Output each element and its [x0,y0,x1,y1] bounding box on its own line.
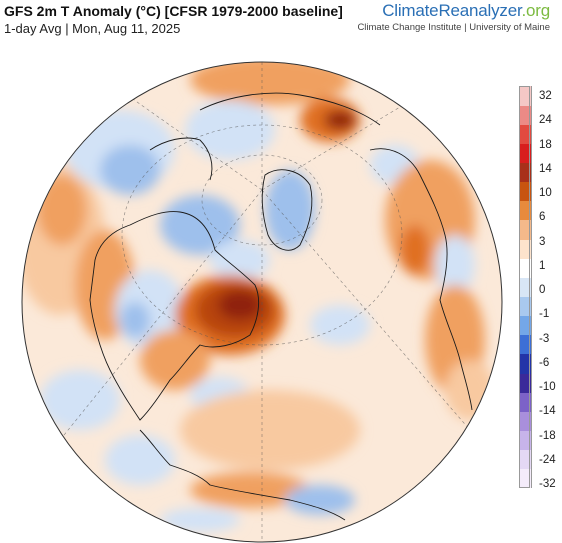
legend-tick-label: 6 [539,211,546,224]
legend-tick-label: 24 [539,114,552,127]
color-legend: 32 24 18 14 10 6 3 1 0 -1 -3 -6 -10 -14 -18 -24 -32 [519,86,562,490]
anomaly-region [285,485,355,515]
legend-tick-label: 10 [539,187,552,199]
anomaly-region [160,508,240,532]
anomaly-region [324,110,356,130]
anomaly-region [140,330,210,390]
anomaly-region [185,100,275,160]
brand-part-org: .org [521,1,551,20]
legend-tick-label: -3 [539,332,550,345]
map-title: GFS 2m T Anomaly (°C) [CFSR 1979-2000 ba… [4,3,343,19]
anomaly-region [210,240,270,280]
brand-part-climate: Climate [382,1,439,20]
anomaly-region [218,290,262,320]
brand-affiliation: Climate Change Institute | University of… [357,22,550,33]
brand-logo[interactable]: ClimateReanalyzer.org [382,1,550,21]
legend-tick-label: 0 [539,284,546,296]
anomaly-region [190,472,310,508]
legend-tick-label: -14 [539,405,556,418]
anomaly-region [160,195,240,255]
legend-tick-label: -10 [539,381,556,393]
legend-tick-label: -24 [539,453,556,466]
legend-tick-label: -18 [539,429,556,442]
anomaly-region [100,145,160,195]
anomaly-region [435,235,475,295]
anomaly-region [180,390,360,470]
anomaly-region [265,170,315,250]
anomaly-region [190,62,350,105]
globe-outline [21,61,503,543]
anomaly-region [120,302,150,338]
legend-tick-label: 1 [539,259,546,272]
anomaly-region [310,305,370,345]
anomaly-region [400,225,430,275]
legend-tick-label: 14 [539,162,552,175]
anomaly-region [40,370,120,430]
graticule [22,62,502,542]
anomaly-blobs [22,62,495,532]
legend-tick-label: -1 [539,308,550,321]
anomaly-region [37,175,87,245]
anomaly-field [22,62,502,542]
anomaly-region [105,435,175,485]
legend-frame [519,86,530,488]
legend-tick-label: 3 [539,235,546,248]
coastlines [89,92,473,521]
brand-part-reanalyzer: Reanalyzer [438,1,522,20]
legend-tick-label: 18 [539,138,552,151]
map-subtitle: 1-day Avg | Mon, Aug 11, 2025 [4,21,181,36]
legend-tick-label: -6 [539,356,550,369]
legend-tick-label: 32 [539,90,552,102]
legend-tick-label: -32 [539,478,556,490]
anomaly-region [445,360,495,420]
